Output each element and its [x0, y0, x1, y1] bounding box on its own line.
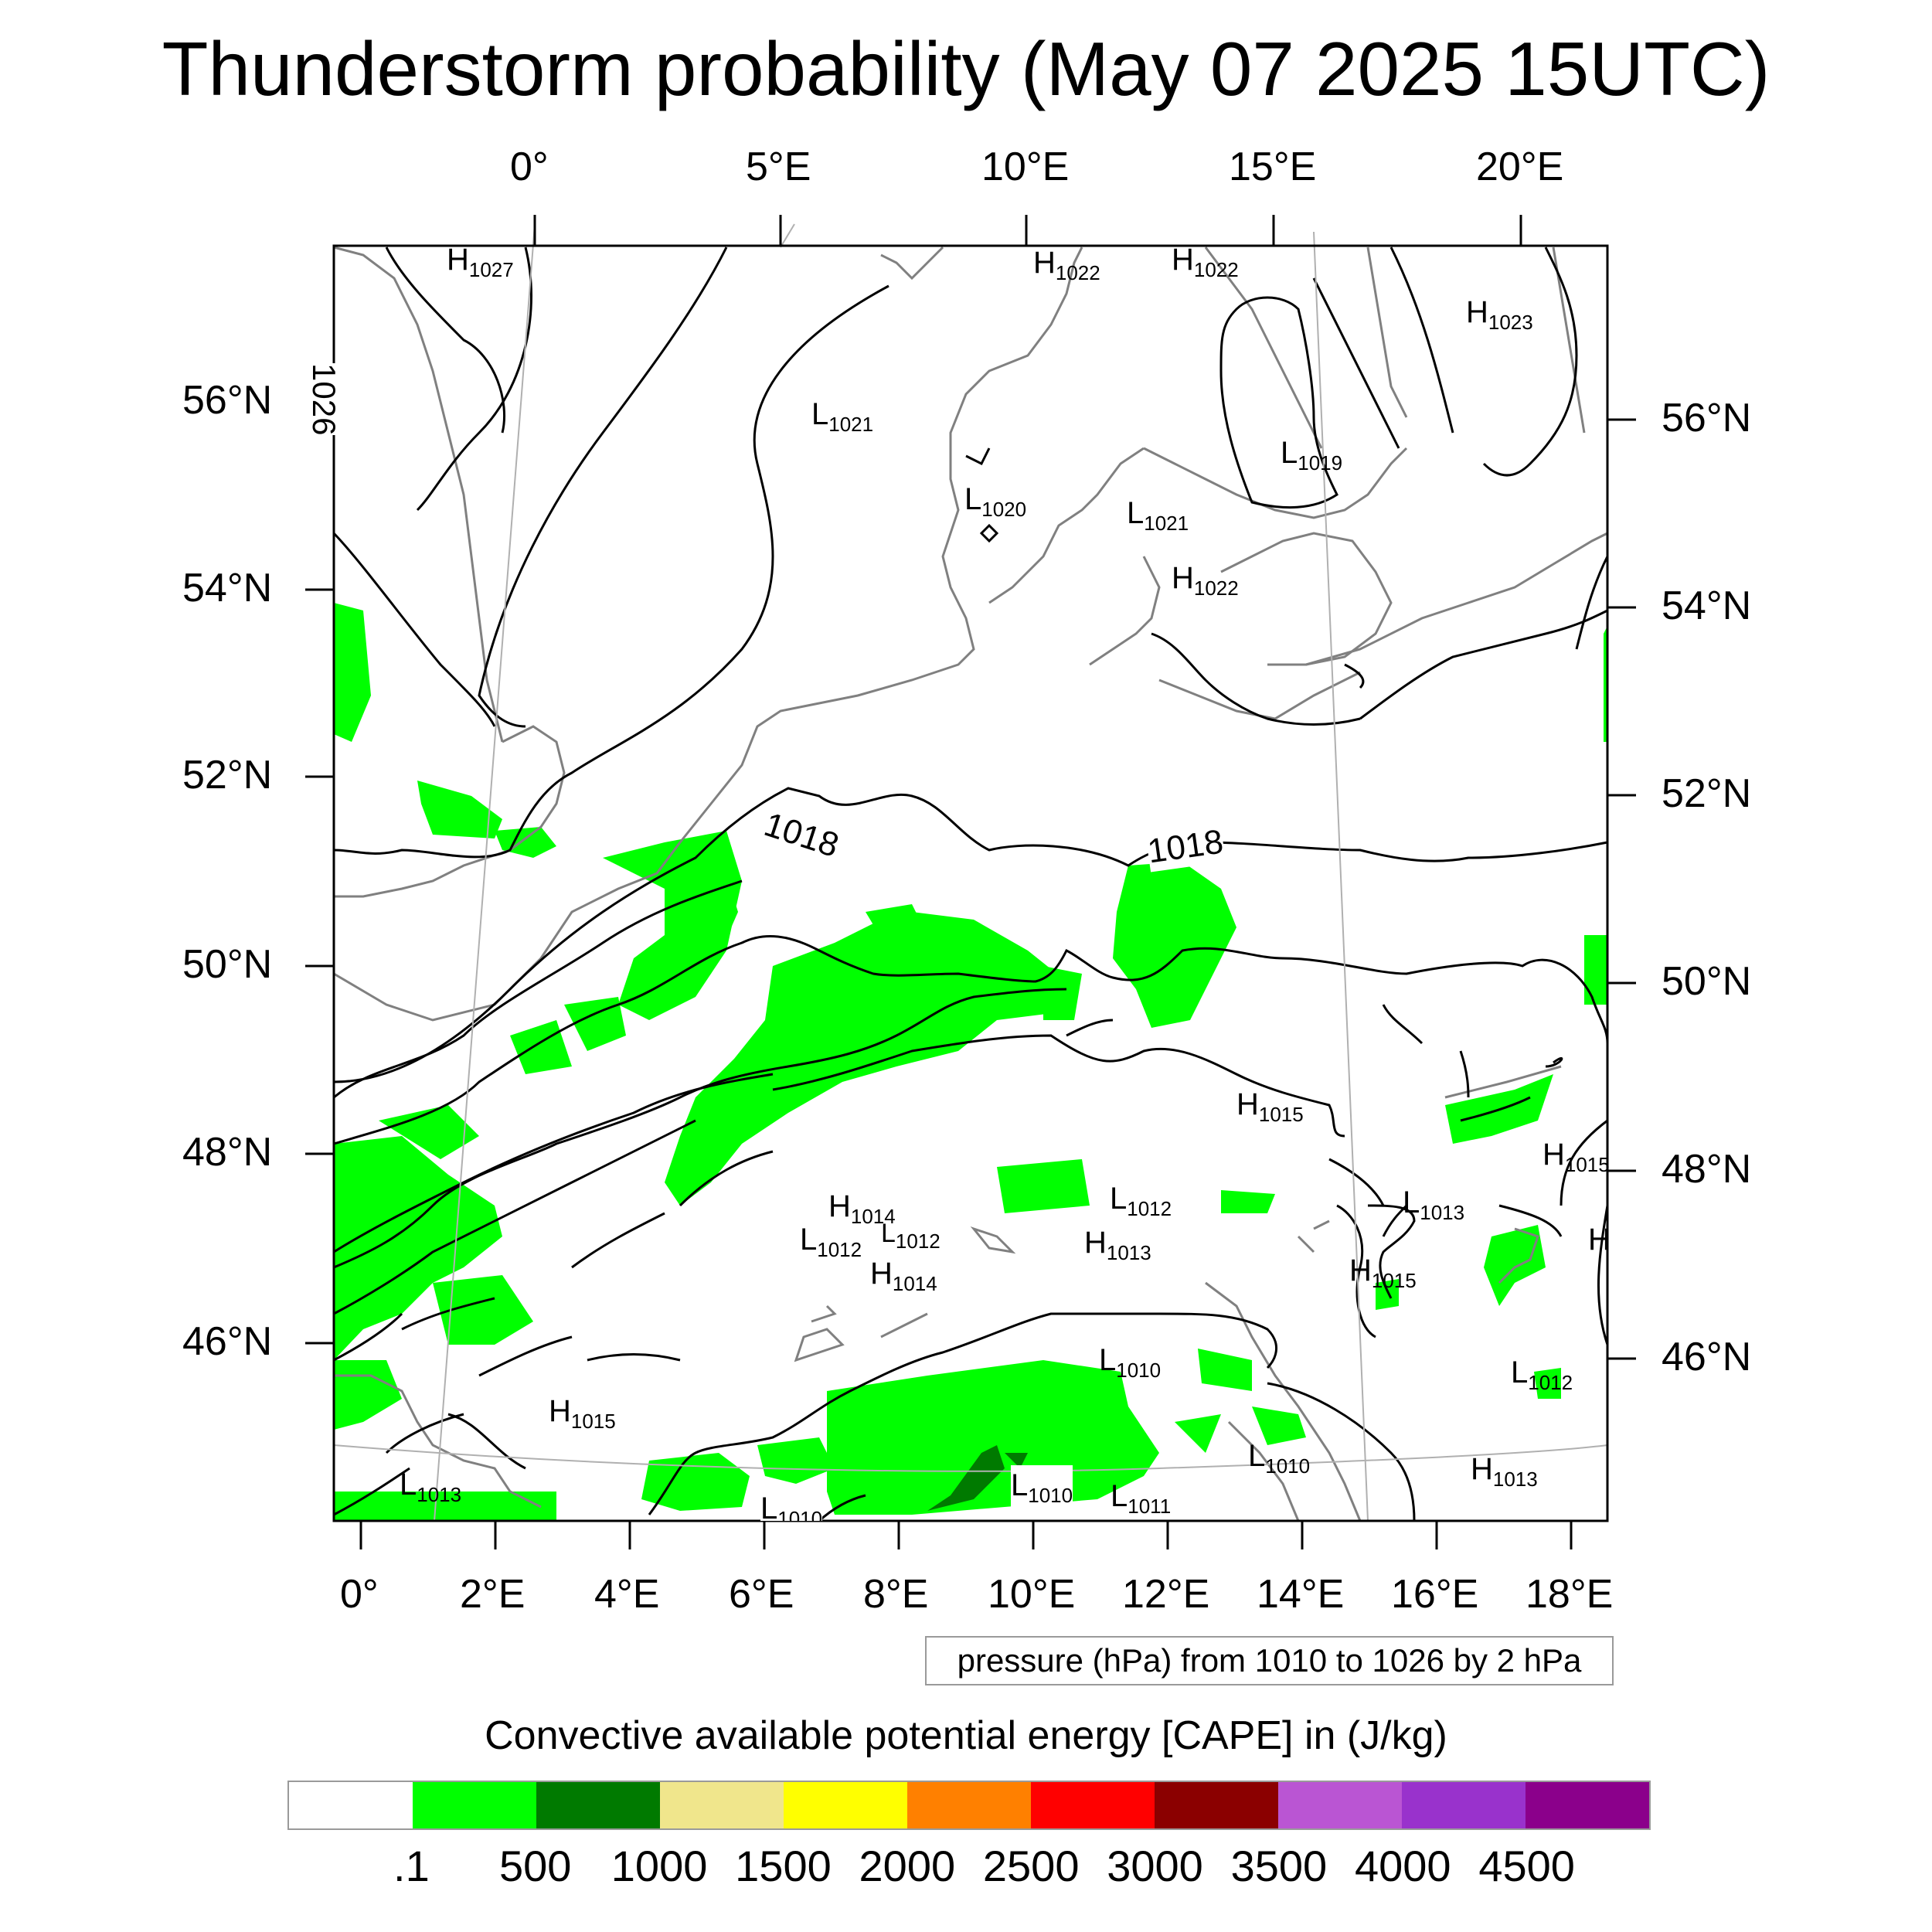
colorbar — [287, 1781, 1651, 1830]
cape-field — [334, 603, 1607, 1521]
pressure-center-label: L1021 — [1127, 496, 1189, 535]
coastlines — [333, 246, 1608, 1522]
pressure-center-label: H1013 — [1471, 1452, 1538, 1491]
pressure-center-label: H1014 — [828, 1189, 896, 1228]
left-lat-label: 50°N — [182, 942, 273, 987]
colorbar-segment — [1278, 1782, 1402, 1828]
right-lat-label: 56°N — [1662, 396, 1752, 440]
pressure-center-label: L1010 — [1011, 1465, 1073, 1515]
pressure-center-label: H1015 — [549, 1394, 616, 1433]
top-lon-label: 15°E — [1229, 145, 1317, 189]
colorbar-segment — [1526, 1782, 1649, 1828]
bottom-lon-label: 0° — [340, 1572, 379, 1617]
colorbar-label: .1 — [393, 1842, 430, 1890]
colorbar-segment — [907, 1782, 1031, 1828]
colorbar-segment — [289, 1782, 413, 1828]
right-lat-label: 54°N — [1662, 583, 1752, 628]
bottom-lon-label: 2°E — [460, 1572, 526, 1617]
top-lon-label: 20°E — [1476, 145, 1564, 189]
bottom-lon-label: 8°E — [863, 1572, 929, 1617]
contour-legend: pressure (hPa) from 1010 to 1026 by 2 hP… — [925, 1636, 1614, 1685]
left-lat-label: 48°N — [182, 1130, 273, 1175]
colorbar-label: 2500 — [982, 1842, 1080, 1890]
bottom-lon-label: 10°E — [988, 1572, 1076, 1617]
pressure-center-label: H1022 — [1172, 561, 1239, 600]
colorbar-label: 1000 — [611, 1842, 708, 1890]
pressure-center-label: L1020 — [964, 482, 1027, 521]
pressure-center-label: H1015 — [1543, 1138, 1610, 1176]
pressure-center-label: L1012 — [881, 1219, 940, 1253]
left-lat-label: 56°N — [182, 378, 273, 423]
colorbar-segment — [536, 1782, 660, 1828]
left-lat-label: 54°N — [182, 566, 273, 611]
colorbar-label: 3000 — [1107, 1842, 1203, 1890]
pressure-center-label: L1010 — [1099, 1343, 1162, 1382]
colorbar-title: Convective available potential energy [C… — [485, 1713, 1447, 1758]
pressure-center-label: H1013 — [1084, 1226, 1151, 1264]
pressure-center-label: H1014 — [870, 1257, 937, 1295]
colorbar-label: 4000 — [1354, 1842, 1451, 1890]
graticule — [333, 223, 1608, 1522]
colorbar-segment — [1402, 1782, 1526, 1828]
cape-field-high — [927, 1445, 1028, 1511]
left-lat-label: 52°N — [182, 753, 273, 798]
bottom-lon-label: 4°E — [594, 1572, 660, 1617]
bottom-lon-label: 6°E — [729, 1572, 794, 1617]
pressure-center-label: L1013 — [400, 1468, 462, 1506]
bottom-lon-label: 18°E — [1526, 1572, 1614, 1617]
map-title: Thunderstorm probability (May 07 2025 15… — [162, 26, 1770, 111]
colorbar-label: 1500 — [735, 1842, 832, 1890]
plot-frame — [332, 244, 1609, 1522]
colorbar-label: 3500 — [1230, 1842, 1328, 1890]
colorbar-label: 2000 — [859, 1842, 956, 1890]
pressure-center-label: H1027 — [447, 243, 514, 281]
pressure-center-label: H1022 — [1033, 246, 1100, 284]
right-lat-label: 46°N — [1662, 1335, 1752, 1379]
pressure-center-label: H — [1588, 1223, 1611, 1257]
colorbar-segment — [660, 1782, 784, 1828]
pressure-center-label: H1023 — [1466, 295, 1533, 334]
isobars — [332, 247, 1609, 1522]
pressure-center-label: L1019 — [1281, 436, 1343, 474]
pressure-center-label: L1010 — [1248, 1439, 1311, 1478]
pressure-center-label: H1022 — [1172, 243, 1239, 281]
top-lon-label: 5°E — [746, 145, 811, 189]
pressure-center-label: L1012 — [1110, 1182, 1172, 1220]
bottom-lon-label: 14°E — [1257, 1572, 1345, 1617]
colorbar-segment — [1155, 1782, 1278, 1828]
pressure-center-label: L1010 — [760, 1488, 823, 1521]
right-lat-label: 50°N — [1662, 959, 1752, 1004]
bottom-lon-label: 12°E — [1122, 1572, 1210, 1617]
right-lat-label: 48°N — [1662, 1147, 1752, 1192]
pressure-center-label: L1012 — [800, 1223, 862, 1261]
bottom-lon-label: 16°E — [1391, 1572, 1479, 1617]
right-lat-label: 52°N — [1662, 771, 1752, 816]
colorbar-segment — [413, 1782, 536, 1828]
colorbar-label: 4500 — [1478, 1842, 1575, 1890]
top-lon-label: 10°E — [981, 145, 1070, 189]
colorbar-segment — [784, 1782, 907, 1828]
colorbar-segment — [1031, 1782, 1155, 1828]
pressure-center-label: L1013 — [1403, 1185, 1465, 1224]
pressure-center-label: L1012 — [1511, 1355, 1573, 1394]
pressure-center-label: L1011 — [1111, 1479, 1172, 1518]
pressure-center-label: H1015 — [1349, 1253, 1417, 1292]
left-lat-label: 46°N — [182, 1319, 273, 1364]
pressure-center-label: L1021 — [811, 397, 874, 436]
pressure-center-label: H1015 — [1236, 1087, 1304, 1126]
colorbar-label: 500 — [499, 1842, 572, 1890]
top-lon-label: 0° — [510, 145, 549, 189]
contour-label: 1026 — [304, 363, 344, 436]
